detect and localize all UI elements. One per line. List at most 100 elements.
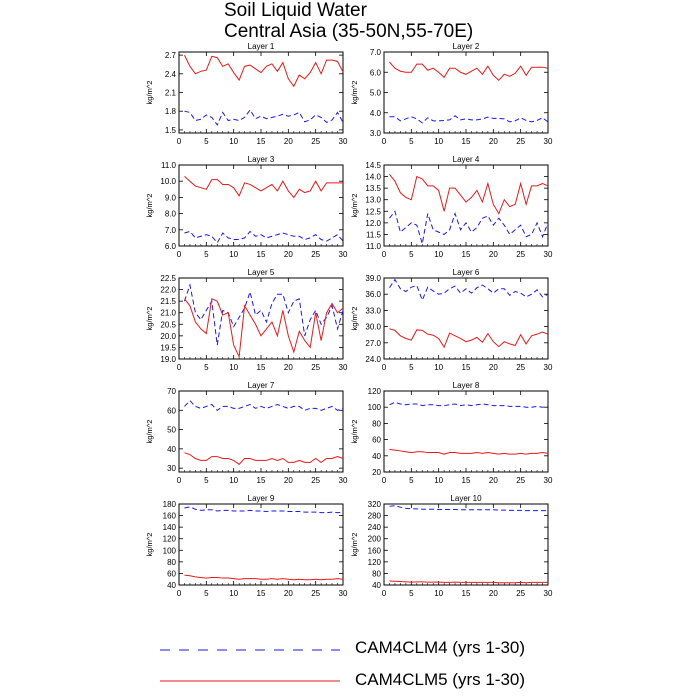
panel-title: Layer 2 xyxy=(453,42,480,51)
y-tick-label: 20.5 xyxy=(160,320,176,329)
x-tick-label: 5 xyxy=(204,137,209,146)
y-tick-label: 20 xyxy=(372,468,381,477)
y-tick-label: 100 xyxy=(368,403,382,412)
x-tick-label: 20 xyxy=(489,137,498,146)
panel-title: Layer 8 xyxy=(453,381,480,390)
y-tick-label: 80 xyxy=(167,558,176,567)
panel-title: Layer 7 xyxy=(248,381,275,390)
y-tick-label: 11.5 xyxy=(366,230,382,239)
panel-layer-6: Layer 6 0 5 10 15 20 25 30 24.0 27.0 30.0 33.0 36.0 3… xyxy=(350,268,553,372)
figure-title-line-1: Soil Liquid Water xyxy=(224,0,367,21)
x-tick-label: 20 xyxy=(489,363,498,372)
y-axis-label: kg/m^2 xyxy=(145,194,154,218)
x-tick-label: 20 xyxy=(489,250,498,259)
x-tick-label: 5 xyxy=(409,589,414,598)
panel-layer-7: Layer 7 0 5 10 15 20 25 30 30 40 50 60 70 kg/m^2 xyxy=(145,381,348,485)
y-tick-label: 1.8 xyxy=(165,107,177,116)
x-tick-label: 25 xyxy=(311,250,320,259)
x-tick-label: 25 xyxy=(516,476,525,485)
plot-frame xyxy=(178,51,344,134)
y-tick-label: 14.5 xyxy=(365,161,381,170)
series-line-clm4 xyxy=(389,115,549,124)
panel-layer-3: Layer 3 0 5 10 15 20 25 30 6.0 7.0 8.0 9.0 10.0 11.0 k… xyxy=(145,155,348,259)
y-tick-label: 19.5 xyxy=(160,343,176,352)
x-tick-label: 10 xyxy=(229,589,238,598)
x-tick-label: 20 xyxy=(284,589,293,598)
x-tick-label: 30 xyxy=(339,476,348,485)
legend-label-clm5: CAM4CLM5 (yrs 1-30) xyxy=(355,670,526,689)
y-tick-label: 40 xyxy=(167,581,176,590)
series-line-clm4 xyxy=(183,282,344,346)
y-tick-label: 13.5 xyxy=(365,184,381,193)
x-tick-label: 25 xyxy=(311,476,320,485)
y-tick-label: 10.0 xyxy=(160,177,176,186)
series-line-clm4 xyxy=(184,230,344,244)
series-line-clm4 xyxy=(389,278,549,302)
y-axis-label: kg/m^2 xyxy=(350,420,359,444)
y-tick-label: 21.0 xyxy=(160,309,176,318)
y-tick-label: 22.0 xyxy=(160,286,176,295)
panel-layer-10: Layer 10 0 5 10 15 20 25 30 40 80 120 160 200 240 280 3… xyxy=(350,494,553,598)
x-tick-label: 10 xyxy=(229,250,238,259)
x-tick-label: 10 xyxy=(229,363,238,372)
plot-frame xyxy=(383,277,549,360)
y-tick-label: 60 xyxy=(372,436,381,445)
y-tick-label: 280 xyxy=(368,512,382,521)
y-tick-label: 14.0 xyxy=(365,173,381,182)
y-tick-label: 5.0 xyxy=(370,89,382,98)
x-tick-label: 20 xyxy=(489,476,498,485)
y-tick-label: 6.0 xyxy=(165,242,177,251)
x-tick-label: 10 xyxy=(434,250,443,259)
x-tick-label: 0 xyxy=(382,137,387,146)
x-tick-label: 0 xyxy=(382,476,387,485)
y-tick-label: 80 xyxy=(372,419,381,428)
x-tick-label: 5 xyxy=(409,250,414,259)
panel-title: Layer 3 xyxy=(248,155,275,164)
y-tick-label: 200 xyxy=(368,535,382,544)
x-tick-label: 10 xyxy=(434,137,443,146)
x-tick-label: 10 xyxy=(229,137,238,146)
x-tick-label: 30 xyxy=(544,250,553,259)
x-tick-label: 10 xyxy=(229,476,238,485)
panel-title: Layer 1 xyxy=(248,42,275,51)
x-tick-label: 30 xyxy=(544,363,553,372)
x-tick-label: 30 xyxy=(544,137,553,146)
series-line-clm4 xyxy=(184,506,343,514)
figure-title-line-2: Central Asia (35-50N,55-70E) xyxy=(224,21,474,42)
y-tick-label: 40 xyxy=(372,581,381,590)
y-tick-label: 12.5 xyxy=(365,207,381,216)
x-tick-label: 15 xyxy=(462,589,471,598)
series-line-clm5 xyxy=(184,574,344,581)
y-tick-label: 7.0 xyxy=(370,48,382,57)
y-tick-label: 12.0 xyxy=(365,219,381,228)
y-axis-label: kg/m^2 xyxy=(145,307,154,331)
y-axis-label: kg/m^2 xyxy=(350,194,359,218)
x-tick-label: 30 xyxy=(544,589,553,598)
y-axis-label: kg/m^2 xyxy=(145,533,154,557)
x-tick-label: 5 xyxy=(204,250,209,259)
y-tick-label: 320 xyxy=(368,500,382,509)
x-tick-label: 10 xyxy=(434,476,443,485)
series-line-clm4 xyxy=(389,210,549,244)
series-line-clm5 xyxy=(389,328,549,349)
x-tick-label: 20 xyxy=(284,137,293,146)
x-tick-label: 15 xyxy=(462,363,471,372)
y-tick-label: 4.0 xyxy=(370,109,382,118)
y-tick-label: 120 xyxy=(368,387,382,396)
series-line-clm5 xyxy=(184,54,344,88)
x-tick-label: 15 xyxy=(257,137,266,146)
x-tick-label: 15 xyxy=(257,363,266,372)
panel-title: Layer 6 xyxy=(453,268,480,277)
y-axis-label: kg/m^2 xyxy=(350,81,359,105)
y-tick-label: 11.0 xyxy=(161,161,177,170)
x-tick-label: 15 xyxy=(257,476,266,485)
x-tick-label: 5 xyxy=(409,137,414,146)
series-line-clm5 xyxy=(389,580,548,584)
panel-title: Layer 10 xyxy=(450,494,482,503)
x-tick-label: 25 xyxy=(516,137,525,146)
y-tick-label: 20.0 xyxy=(160,332,176,341)
x-tick-label: 0 xyxy=(382,250,387,259)
panel-layer-9: Layer 9 0 5 10 15 20 25 30 40 60 80 100 120 140 160 180… xyxy=(145,494,348,598)
figure-title: Soil Liquid Water Central Asia (35-50N,5… xyxy=(224,0,544,42)
panel-layer-5: Layer 5 0 5 10 15 20 25 30 19.0 19.5 20.0 20.5 21.0 2… xyxy=(145,268,348,372)
